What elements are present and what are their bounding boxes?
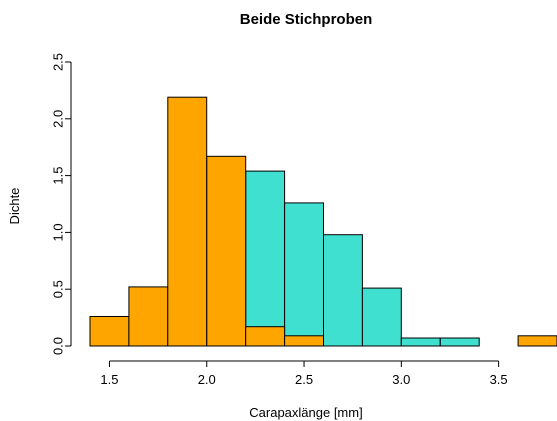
y-tick-label: 0.5: [51, 280, 66, 298]
y-tick-label: 0.0: [51, 337, 66, 355]
histogram-bar: [206, 155, 247, 347]
y-tick-label: 1.5: [51, 167, 66, 185]
histogram-bar: [128, 286, 169, 347]
x-tick-label: 3.0: [392, 372, 410, 387]
x-tick-label: 2.0: [198, 372, 216, 387]
histogram-bar: [284, 202, 325, 347]
histogram-bar: [245, 326, 286, 347]
histogram-bar: [89, 316, 130, 347]
x-tick-label: 1.5: [100, 372, 118, 387]
histogram-bar: [167, 96, 208, 347]
histogram-bar: [284, 335, 325, 347]
chart-title: Beide Stichproben: [240, 11, 373, 28]
y-tick-label: 2.5: [51, 53, 66, 71]
x-tick-label: 2.5: [295, 372, 313, 387]
histogram-bar: [361, 287, 402, 347]
bars-layer: [89, 96, 557, 347]
y-axis: 0.0 0.5 1.0 1.5 2.0 2.5: [51, 53, 72, 355]
x-tick-label: 3.5: [490, 372, 508, 387]
y-axis-label: Dichte: [7, 188, 22, 225]
histogram-bar: [439, 337, 480, 347]
y-tick-label: 2.0: [51, 110, 66, 128]
x-axis-label: Carapaxlänge [mm]: [249, 405, 362, 420]
x-axis: 1.5 2.0 2.5 3.0 3.5: [100, 360, 508, 387]
histogram-bar: [323, 234, 363, 347]
histogram-bar: [400, 337, 441, 347]
histogram-bar: [245, 170, 286, 347]
histogram-bar: [517, 335, 557, 347]
y-tick-label: 1.0: [51, 223, 66, 241]
